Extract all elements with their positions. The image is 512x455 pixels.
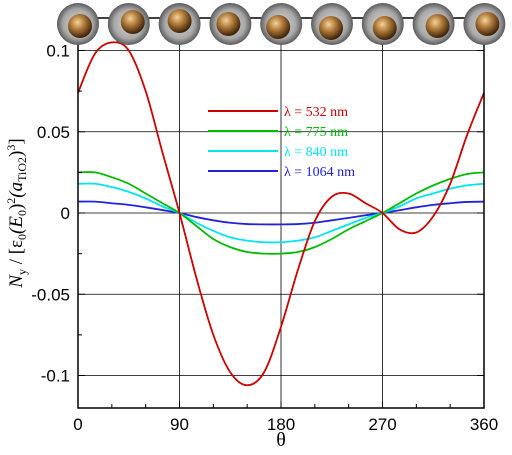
y-tick-label: 0.1 [46, 42, 70, 61]
series-line [77, 200, 485, 226]
sphere-marker [209, 3, 252, 45]
sphere-marker [260, 3, 303, 45]
sphere-marker [57, 3, 99, 45]
legend-label: λ = 775 nm [284, 125, 348, 140]
y-tick-label: -0.1 [41, 367, 70, 386]
y-axis-label-part: 2 [4, 198, 18, 204]
sphere-marker [412, 3, 455, 45]
x-tick-label: 270 [368, 415, 396, 434]
y-tick-label: -0.05 [31, 285, 70, 304]
sphere-core [216, 12, 241, 36]
sphere-core [266, 15, 291, 39]
y-axis-label-part: 0 [15, 234, 29, 240]
series-line [77, 171, 485, 255]
legend-label: λ = 532 nm [284, 105, 348, 120]
y-axis-label-part: TiO2 [15, 157, 29, 182]
sphere-marker [158, 3, 201, 45]
y-axis-label-part: y [15, 269, 29, 275]
sphere-core [120, 10, 145, 34]
legend-label: λ = 1064 nm [284, 165, 355, 180]
sphere-core [319, 16, 343, 40]
y-axis-label-part: N [6, 274, 27, 289]
y-axis-label-part: (E [6, 216, 27, 234]
y-axis-label-part: (a [6, 182, 27, 198]
x-tick-label: 360 [470, 415, 498, 434]
legend: λ = 532 nm λ = 775 nm λ = 840 nm λ = 1064 n… [208, 105, 355, 180]
y-axis-label-part: ) [6, 151, 27, 157]
y-tick-label: 0.05 [37, 123, 70, 142]
y-axis-label-part: 0 [15, 210, 29, 216]
sphere-core [167, 9, 192, 33]
x-tick-label: 90 [170, 415, 189, 434]
sphere-marker [361, 3, 404, 45]
y-axis-label-part: ) [6, 204, 27, 210]
y-axis-label-part: / [ε [6, 240, 27, 269]
x-axis-label: θ [276, 429, 286, 451]
y-axis-label-part: ] [6, 138, 27, 144]
sphere-marker [107, 3, 150, 45]
x-tick-label: 180 [267, 415, 295, 434]
y-axis-label: Ny / [ε0(E0)2(aTiO2)3] [4, 138, 29, 288]
series-layer [77, 41, 485, 387]
sphere-marker [311, 3, 353, 45]
ticks: 0 90 180 270 360 -0.1 -0.05 0 0.05 0.1 [31, 42, 498, 435]
sphere-core [475, 12, 500, 36]
series-line [77, 41, 485, 387]
sphere-core [372, 16, 397, 40]
sphere-core [425, 14, 450, 38]
top-sphere-markers [57, 3, 506, 45]
y-axis-label-part: 3 [4, 145, 18, 151]
sphere-core [68, 14, 92, 38]
x-tick-label: 0 [73, 415, 82, 434]
legend-label: λ = 840 nm [284, 145, 348, 160]
y-tick-label: 0 [61, 204, 70, 223]
series-line [77, 182, 485, 244]
grid [77, 18, 485, 408]
sphere-marker [463, 3, 506, 45]
